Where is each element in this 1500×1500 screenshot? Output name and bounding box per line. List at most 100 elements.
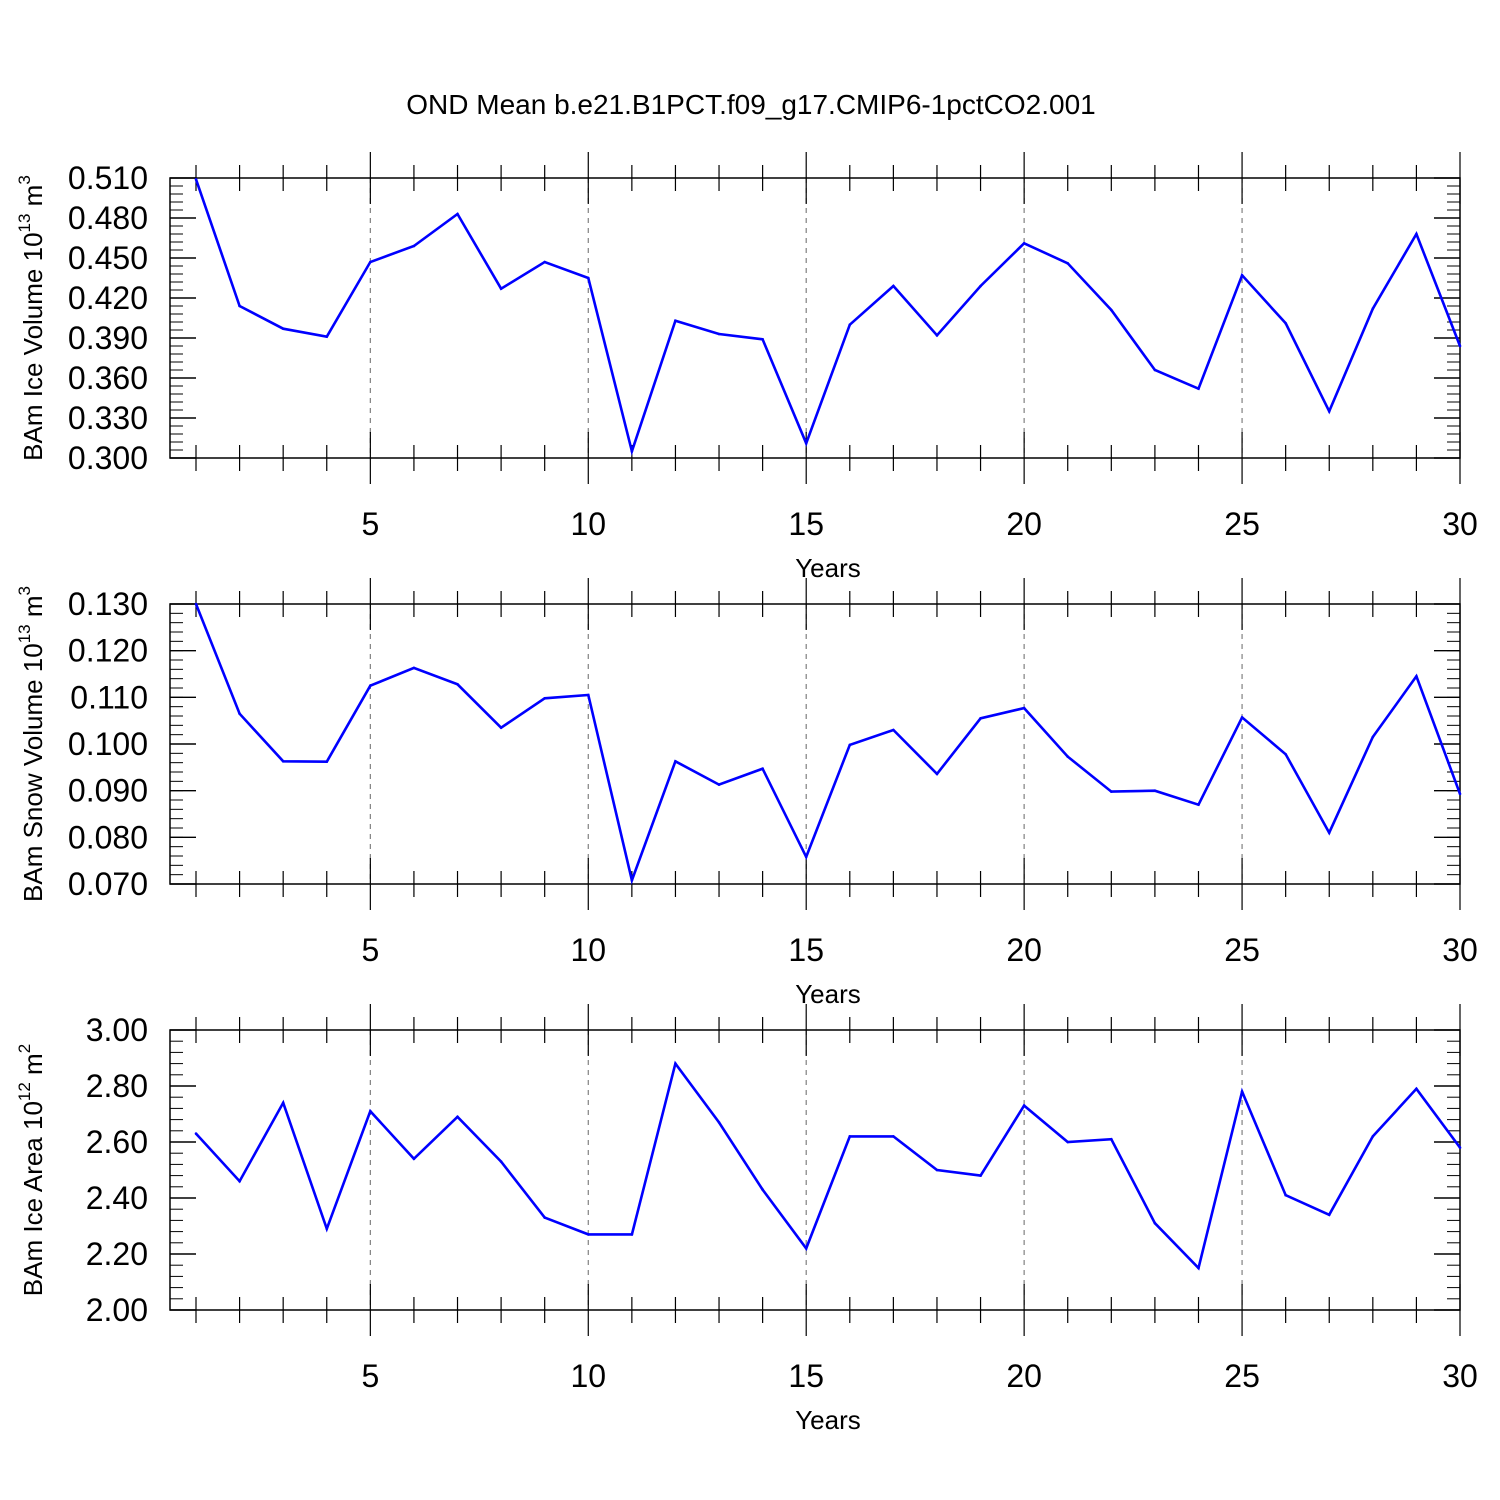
y-tick-label: 0.450 xyxy=(68,240,148,276)
data-point xyxy=(935,1168,939,1172)
data-point xyxy=(630,450,634,453)
data-point xyxy=(892,1135,895,1138)
ylabel-name: BAm Ice Volume xyxy=(18,261,48,460)
ylabel-base: 10 xyxy=(18,643,48,672)
data-point xyxy=(194,178,198,181)
data-point xyxy=(1066,1140,1070,1144)
ylabel-unit-exponent: 3 xyxy=(15,175,34,184)
y-axis-title-text: BAm Ice Volume 1013 m3 xyxy=(15,175,48,461)
y-tick-label: 0.070 xyxy=(68,866,148,902)
x-tick-label: 10 xyxy=(570,1358,606,1394)
data-point xyxy=(761,338,764,341)
data-point xyxy=(238,712,241,715)
x-tick-label: 15 xyxy=(788,1358,824,1394)
data-point xyxy=(717,332,721,336)
plot-frame xyxy=(169,1029,1461,1311)
data-point xyxy=(1240,274,1244,277)
y-axis-title-text: BAm Snow Volume 1013 m3 xyxy=(15,586,48,902)
data-point xyxy=(281,327,285,330)
data-point xyxy=(1371,307,1375,310)
data-point xyxy=(543,1216,546,1219)
data-point xyxy=(1415,1087,1418,1091)
x-tick-label: 20 xyxy=(1006,1358,1042,1394)
data-point xyxy=(1327,831,1331,834)
series-line xyxy=(194,603,1462,885)
x-tick-label: 25 xyxy=(1224,932,1260,968)
y-tick-label: 0.100 xyxy=(68,726,148,762)
y-tick-label: 0.120 xyxy=(68,633,148,669)
y-axis-title: BAm Snow Volume 1013 m3 xyxy=(15,586,48,902)
data-point xyxy=(194,1132,198,1135)
data-point xyxy=(1458,1146,1462,1149)
data-point xyxy=(761,767,764,771)
y-tick-label: 0.480 xyxy=(68,200,148,236)
x-tick-label: 30 xyxy=(1442,932,1478,968)
data-point xyxy=(979,717,982,720)
y-tick-label: 0.130 xyxy=(68,586,148,622)
data-point xyxy=(456,212,459,216)
data-point xyxy=(848,323,852,326)
x-tick-label: 5 xyxy=(361,1358,379,1394)
data-point xyxy=(630,878,634,882)
data-point xyxy=(1415,232,1418,236)
data-point xyxy=(499,287,503,290)
data-point xyxy=(892,284,895,288)
data-point xyxy=(1371,735,1375,739)
y-axis-title-text: BAm Ice Area 1012 m2 xyxy=(15,1044,48,1296)
data-point xyxy=(848,743,852,747)
ylabel-unit: m xyxy=(18,595,48,624)
y-tick-label: 2.00 xyxy=(86,1292,148,1328)
y-tick-label: 2.40 xyxy=(86,1180,148,1216)
data-point xyxy=(325,1227,329,1231)
data-point xyxy=(1284,322,1287,325)
y-tick-label: 0.510 xyxy=(68,160,148,196)
data-point xyxy=(1066,262,1070,265)
x-axis-title: Years xyxy=(795,979,861,1009)
data-point xyxy=(804,1247,808,1250)
data-point xyxy=(499,726,503,729)
data-point xyxy=(1153,1221,1157,1225)
data-point xyxy=(848,1135,852,1138)
data-point xyxy=(1458,792,1462,796)
data-point xyxy=(281,1101,285,1105)
ylabel-unit: m xyxy=(18,1053,48,1082)
panel-1: 0.300 0.330 0.360 0.390 0.420 0.450 0.480 0.510… xyxy=(15,152,1478,583)
ylabel-exponent: 13 xyxy=(15,214,34,233)
data-point xyxy=(369,684,372,687)
data-point xyxy=(1240,1090,1244,1093)
plot-frame xyxy=(169,177,1461,459)
data-point xyxy=(892,728,895,732)
chart-title: OND Mean b.e21.B1PCT.f09_g17.CMIP6-1pctC… xyxy=(406,89,1095,120)
x-tick-label: 15 xyxy=(788,932,824,968)
data-point xyxy=(674,319,677,322)
data-point xyxy=(1153,789,1157,792)
data-point xyxy=(979,1174,982,1177)
data-point xyxy=(1022,706,1026,710)
ylabel-unit-exponent: 3 xyxy=(15,586,34,595)
x-axis-title: Years xyxy=(795,553,861,583)
data-point xyxy=(1022,242,1026,245)
data-point xyxy=(412,666,416,670)
data-point xyxy=(1110,1137,1113,1141)
x-tick-label: 30 xyxy=(1442,1358,1478,1394)
data-point xyxy=(1371,1135,1375,1138)
data-point xyxy=(325,760,329,764)
panel-2: 0.070 0.080 0.090 0.100 0.110 0.120 0.130 5 10 15… xyxy=(15,578,1478,1009)
data-point xyxy=(586,276,590,280)
y-tick-label: 0.330 xyxy=(68,400,148,436)
ylabel-base: 10 xyxy=(18,1101,48,1130)
ylabel-unit-exponent: 2 xyxy=(15,1044,34,1053)
x-axis-title: Years xyxy=(795,1405,861,1435)
data-point xyxy=(543,260,546,264)
x-tick-label: 10 xyxy=(570,506,606,542)
panel-3: 2.00 2.20 2.40 2.60 2.80 3.00 5 10 15 20 25 30 Years… xyxy=(15,1004,1478,1435)
data-point xyxy=(238,304,241,308)
data-point xyxy=(1197,803,1200,806)
data-point xyxy=(456,682,459,686)
series-line xyxy=(195,1060,1462,1271)
ylabel-unit: m xyxy=(18,185,48,214)
data-point xyxy=(674,1062,677,1065)
data-point xyxy=(1284,1193,1287,1197)
x-tick-label: 15 xyxy=(788,506,824,542)
